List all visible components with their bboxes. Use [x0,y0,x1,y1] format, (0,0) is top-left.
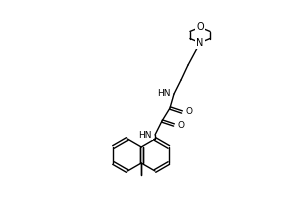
Text: O: O [185,108,192,116]
Text: O: O [177,120,184,130]
Text: HN: HN [158,90,171,98]
Text: O: O [196,22,204,32]
Text: HN: HN [139,130,152,140]
Text: N: N [196,38,204,48]
